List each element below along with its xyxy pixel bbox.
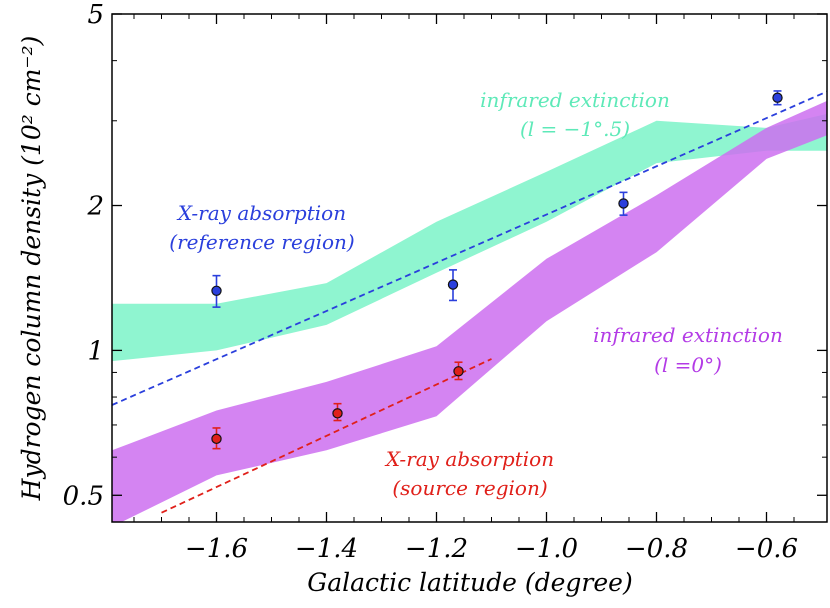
- x-tick-label: −1.4: [295, 534, 358, 564]
- data-marker: [453, 366, 464, 377]
- annotation-xray-ref-line2: (reference region): [169, 230, 354, 254]
- x-tick-label: −1.6: [185, 534, 248, 564]
- bands-layer: [112, 100, 827, 522]
- x-tick-label: −0.6: [735, 534, 798, 564]
- annotation-xray-src-line2: (source region): [392, 476, 547, 500]
- y-tick-label: 1: [87, 336, 104, 366]
- point-reference-2: [618, 191, 629, 216]
- data-marker: [332, 408, 343, 419]
- annotation-ir-src-line1: infrared extinction: [593, 323, 783, 347]
- y-tick-label: 5: [87, 0, 104, 30]
- data-marker: [447, 279, 459, 290]
- fit-line-source: [161, 358, 492, 514]
- annotation-xray-src: X-ray absorption (source region): [384, 447, 554, 500]
- annotation-ir-src-line2: (l =0°): [654, 353, 722, 377]
- point-reference-3: [772, 90, 783, 106]
- annotation-xray-ref-line1: X-ray absorption: [176, 201, 346, 225]
- annotation-xray-ref: X-ray absorption (reference region): [169, 201, 354, 254]
- annotation-ir-ref: infrared extinction (l = −1°.5): [480, 88, 670, 141]
- data-marker: [211, 433, 222, 445]
- data-marker: [211, 285, 222, 296]
- fit-line-reference: [112, 90, 827, 406]
- x-axis-label: Galactic latitude (degree): [307, 568, 632, 597]
- point-reference-1: [447, 269, 459, 302]
- x-tick-label: −1.2: [405, 534, 468, 564]
- fit-lines-layer: [112, 90, 827, 514]
- band-ir-source: [112, 100, 827, 522]
- annotation-xray-src-line1: X-ray absorption: [384, 447, 554, 471]
- point-source-1: [332, 402, 343, 422]
- point-source-0: [211, 427, 222, 450]
- ticks-layer: −1.6 −1.4 −1.2 −1.0 −0.8 −0.6 5 2 1 0.5: [63, 0, 827, 564]
- annotation-ir-ref-line2: (l = −1°.5): [520, 117, 630, 141]
- point-source-2: [453, 361, 464, 381]
- data-marker: [618, 198, 629, 209]
- point-reference-0: [211, 274, 222, 308]
- points-layer: [211, 90, 783, 450]
- x-tick-label: −0.8: [625, 534, 688, 564]
- annotation-ir-src: infrared extinction (l =0°): [593, 323, 783, 377]
- plot-frame: [111, 13, 828, 523]
- y-tick-label: 2: [86, 192, 104, 222]
- x-tick-label: −1.0: [515, 534, 578, 564]
- y-axis-label: Hydrogen column density (10² cm⁻²): [17, 36, 46, 502]
- data-marker: [772, 92, 783, 103]
- annotation-ir-ref-line1: infrared extinction: [480, 88, 670, 112]
- band-ir-reference: [112, 113, 827, 362]
- y-tick-label: 0.5: [63, 481, 104, 511]
